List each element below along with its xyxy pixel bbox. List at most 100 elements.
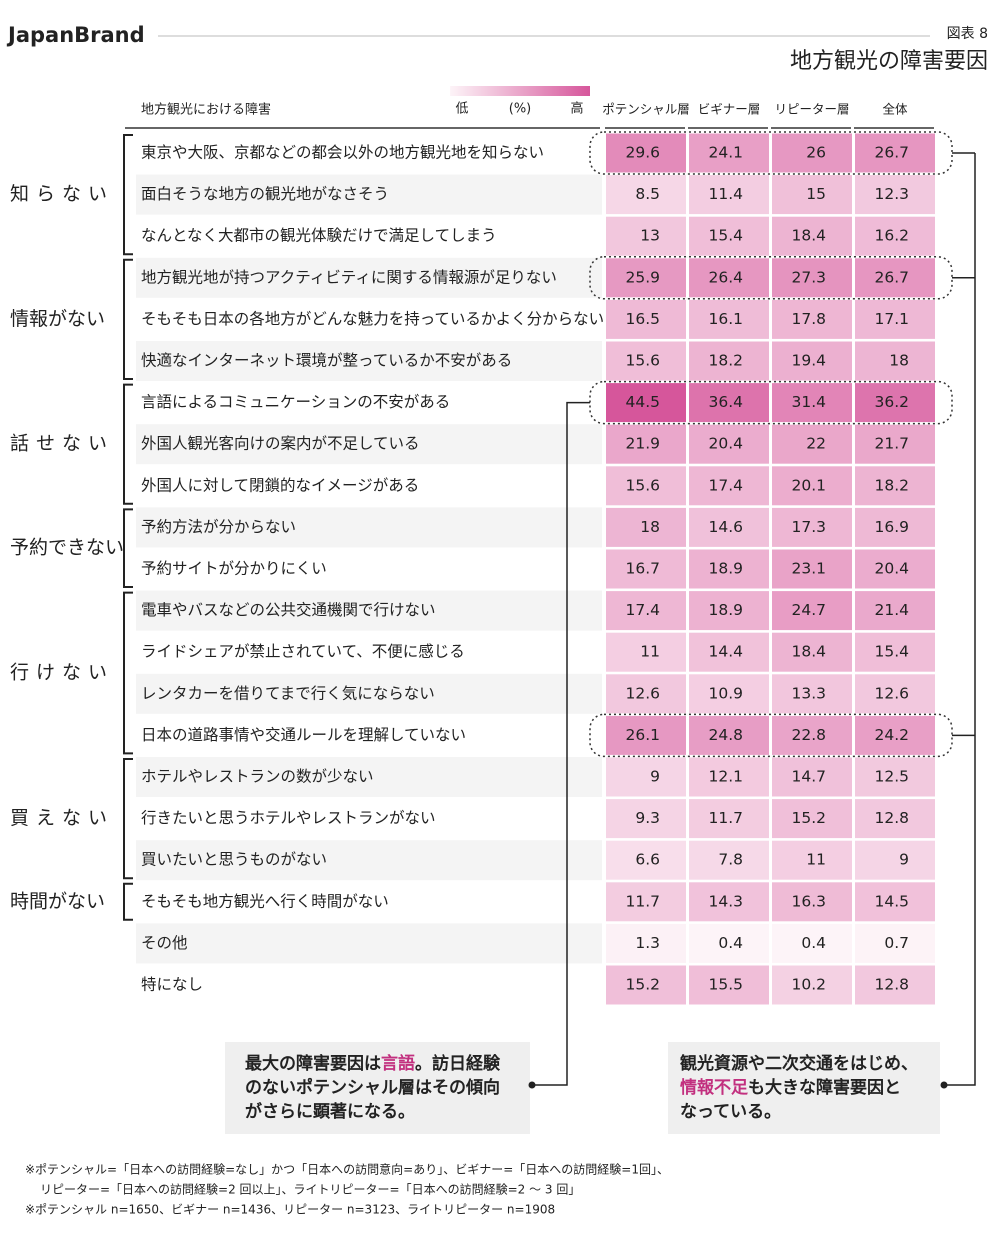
cell-value: 21.9: [625, 435, 660, 453]
heat-cell: [606, 674, 686, 714]
row-stripe: [136, 757, 602, 797]
row-label: 快適なインターネット環境が整っているか不安がある: [141, 351, 512, 370]
cell-value: 24.8: [708, 726, 743, 744]
cell-value: 12.5: [874, 768, 909, 786]
column-header: 全体: [882, 102, 908, 117]
legend-low: 低: [455, 102, 468, 117]
row-stripe: [136, 424, 602, 465]
group-bracket: [123, 591, 133, 755]
group-bracket: [123, 383, 133, 505]
row-label: 言語によるコミュニケーションの不安がある: [141, 393, 450, 411]
cell-value: 26: [806, 144, 826, 162]
cell-value: 26.4: [708, 268, 743, 286]
callout-text: なっている。: [680, 1102, 781, 1122]
connector: [532, 401, 590, 1086]
heat-cell: [855, 466, 935, 506]
cell-value: 1.3: [635, 934, 660, 952]
heat-cell: [689, 674, 769, 714]
highlight-frame: [589, 256, 953, 300]
cell-value: 7.8: [718, 851, 743, 869]
cell-value: 6.6: [635, 851, 660, 869]
cell-value: 0.4: [718, 934, 743, 952]
row-label: 電車やバスなどの公共交通機関で行けない: [141, 601, 436, 619]
heat-cell: [606, 632, 686, 672]
cell-value: 15.6: [625, 476, 660, 494]
cell-value: 15.6: [625, 352, 660, 370]
heat-cell: [772, 674, 852, 714]
highlight-frame: [589, 131, 953, 175]
cell-value: 44.5: [625, 393, 660, 411]
heat-cell: [855, 965, 935, 1005]
callout-text: がさらに顕著になる。: [245, 1101, 415, 1122]
cell-value: 11: [640, 643, 660, 661]
cell-value: 18.2: [874, 476, 909, 494]
row-label: その他: [141, 934, 188, 952]
cell-value: 11.7: [625, 892, 660, 910]
cell-value: 19.4: [791, 352, 826, 370]
heat-cell: [855, 715, 935, 755]
heat-cell: [772, 549, 852, 589]
heat-cell: [606, 715, 686, 755]
callout-part: も大きな障害要因と: [748, 1077, 901, 1098]
heat-cell: [606, 965, 686, 1005]
heat-cell: [855, 757, 935, 797]
heat-cell: [689, 507, 769, 547]
cell-value: 8.5: [635, 185, 660, 203]
heat-cell: [606, 923, 686, 963]
heat-cell: [772, 299, 852, 339]
heat-cell: [689, 341, 769, 381]
heat-cell: [855, 175, 935, 215]
heat-cell: [689, 965, 769, 1005]
group-label: 行けない: [10, 662, 114, 684]
connector: [944, 153, 976, 1086]
heat-cell: [689, 632, 769, 672]
heat-cell: [606, 466, 686, 506]
row-header: 地方観光における障害: [141, 102, 271, 118]
heat-cell: [855, 216, 935, 256]
callout-box: [225, 1042, 530, 1134]
callout-part: がさらに顕著になる。: [245, 1101, 415, 1122]
cell-value: 10.9: [708, 684, 743, 702]
cell-value: 18: [889, 352, 909, 370]
row-label: 予約方法が分からない: [141, 518, 296, 536]
cell-value: 20.4: [708, 435, 743, 453]
heat-cell: [855, 591, 935, 631]
row-label: 外国人に対して閉鎖的なイメージがある: [141, 476, 419, 494]
cell-value: 22: [806, 435, 826, 453]
cell-value: 15.2: [625, 976, 660, 994]
heat-cell: [772, 965, 852, 1005]
cell-value: 18.9: [708, 601, 743, 619]
row-label: レンタカーを借りてまで行く気にならない: [141, 684, 435, 702]
cell-value: 24.2: [874, 726, 909, 744]
cell-value: 36.2: [874, 393, 909, 411]
heat-cell: [855, 799, 935, 839]
row-stripe: [136, 673, 602, 714]
heat-cell: [689, 591, 769, 631]
cell-value: 18.2: [708, 352, 743, 370]
heat-cell: [606, 424, 686, 464]
cell-value: 17.1: [874, 310, 909, 328]
callout-part: 最大の障害要因は: [245, 1053, 381, 1074]
heat-cell: [855, 507, 935, 547]
cell-value: 16.7: [625, 560, 660, 578]
row-label: そもそも地方観光へ行く時間がない: [141, 892, 389, 910]
row-label: なんとなく大都市の観光体験だけで満足してしまう: [141, 227, 497, 245]
callout-part: のないポテンシャル層はその傾向: [245, 1077, 500, 1098]
heat-cell: [855, 840, 935, 880]
group-label: 情報がない: [10, 308, 105, 330]
row-stripe: [136, 590, 602, 631]
heat-cell: [689, 757, 769, 797]
cell-value: 17.3: [791, 518, 826, 536]
cell-value: 31.4: [791, 393, 826, 411]
callout-text: 観光資源や二次交通をはじめ、: [680, 1053, 918, 1074]
cell-value: 11.7: [708, 809, 743, 827]
heat-cell: [689, 840, 769, 880]
table: ポテンシャル層 ビギナー層 リピーター層 全体東京や大阪、京都などの都会以外の地方観光…: [10, 102, 976, 1217]
heat-cell: [689, 549, 769, 589]
cell-value: 12.8: [874, 809, 909, 827]
brand: JapanBrand: [6, 23, 145, 47]
heat-cell: [772, 591, 852, 631]
cell-value: 18.4: [791, 227, 826, 245]
row-label: 外国人観光客向けの案内が不足している: [141, 435, 420, 453]
